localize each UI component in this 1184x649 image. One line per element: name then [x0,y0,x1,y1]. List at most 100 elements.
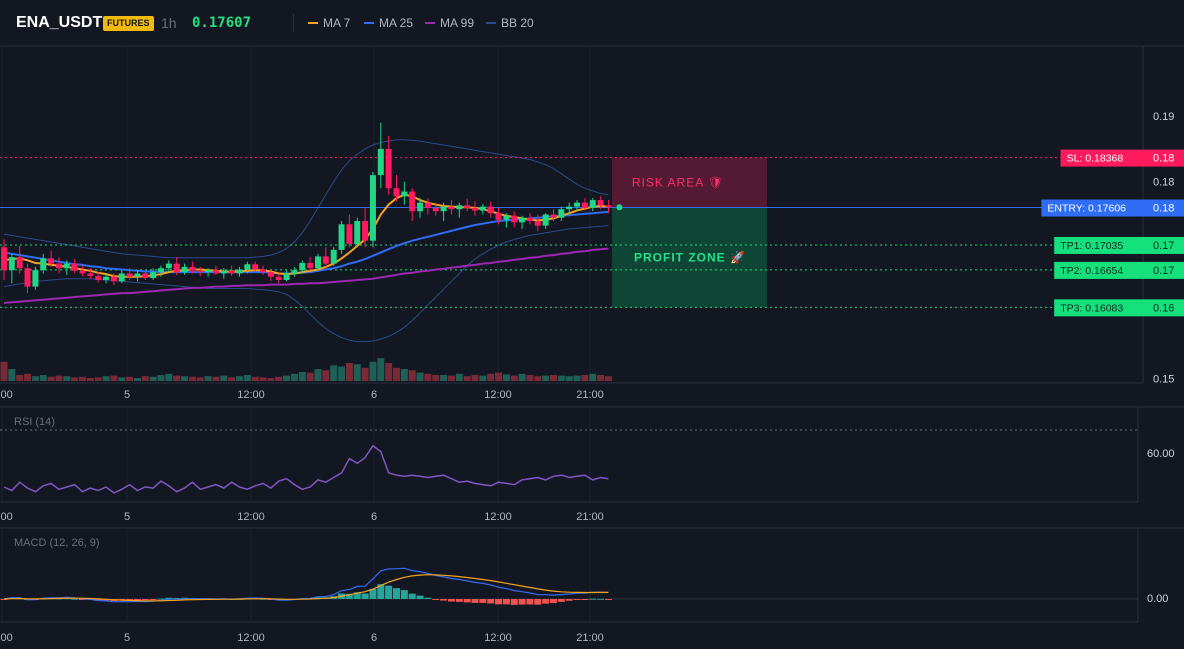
candle-body [197,270,204,273]
volume-bar [440,375,448,381]
volume-bar [589,373,597,381]
macd-time-axis: 2:00 5 12:00 6 12:00 21:00 [0,632,604,644]
stop-loss-tag-text: SL: 0.18368 [1067,153,1124,165]
volume-bar [353,364,361,381]
candle-body [472,207,478,211]
candle-body [479,206,486,211]
take-profit-2-axis-text: 0.17 [1153,265,1174,277]
macd-histogram-bar [133,599,141,600]
volume-bar [31,376,39,381]
price-axis: 0.19 0.18 0.15 [1153,111,1174,385]
time-tick-label: 6 [371,389,377,401]
macd-signal-line [3,574,609,602]
take-profit-1-axis-text: 0.17 [1153,240,1174,252]
ma7-swatch [308,22,318,24]
volume-bar [393,367,400,381]
volume-bar [385,363,393,381]
timeframe-label[interactable]: 1h [161,15,177,31]
macd-histogram-bar [604,599,612,600]
symbol-title[interactable]: ENA_USDT [16,14,103,31]
macd-histogram-bar [510,599,518,605]
volume-bar [275,376,283,381]
candle-body [110,276,117,282]
candle-body [440,206,447,212]
macd-histogram-bar [440,599,448,601]
volume-bar [16,375,24,381]
candle-body [432,207,439,212]
macd-histogram-bar [447,599,455,602]
volume-bar [487,373,495,381]
time-tick-label: 6 [371,632,377,644]
candle-body [55,263,62,269]
volume-bar [181,376,189,381]
candle-body [252,264,259,270]
macd-histogram-bar [94,599,102,601]
volume-bar [463,376,471,381]
candle-body [558,209,565,218]
stop-loss-tag [1060,149,1143,167]
time-axis: 2:00 5 12:00 6 12:00 21:00 [0,389,604,401]
volume-bar [173,375,181,381]
candle-body [424,202,431,208]
candle-body [315,256,321,269]
stop-loss-axis-text: 0.18 [1153,153,1174,165]
volume-bar [204,376,212,381]
macd-histogram-bar [479,599,487,603]
volume-bar [228,377,236,381]
legend-bb20[interactable]: BB 20 [486,16,534,30]
rsi-title: RSI (14) [14,416,55,428]
candle-body [87,273,94,277]
rsi-line [3,444,609,494]
macd-histogram-bar [408,593,416,599]
legend-ma99[interactable]: MA 99 [425,16,474,30]
candle-body [385,148,392,189]
macd-histogram-bar [141,599,149,600]
candle-body [338,224,345,250]
entry-axis-text: 0.18 [1153,203,1174,215]
volume-bar [71,377,79,381]
rsi-time-axis: 2:00 5 12:00 6 12:00 21:00 [0,511,604,523]
chart-header: ENA_USDT FUTURES 1h 0.17607 MA 7 MA 25 M… [0,0,1184,46]
candle-body [448,206,455,210]
candle-body [220,270,227,274]
risk-area-zone [612,157,767,208]
candle-body [542,214,549,226]
candlesticks[interactable] [1,122,623,294]
volume-bar [102,376,110,381]
volume-bar [361,367,369,381]
macd-histogram-bar [502,599,510,605]
risk-area-label: RISK AREA 🛡 [632,176,724,190]
macd-histogram-bar [589,598,597,600]
candle-body [487,206,494,214]
legend-ma7[interactable]: MA 7 [308,16,350,30]
volume-bar [141,376,149,381]
volume-bar [604,376,612,381]
candle-body [181,266,188,273]
candle-body [95,276,102,281]
candle-body [291,270,298,274]
candle-body [401,191,408,197]
time-tick-label: 5 [124,389,130,401]
legend-ma25[interactable]: MA 25 [364,16,413,30]
candle-body [534,221,541,226]
candle-body [574,202,581,207]
last-price-dot [616,204,623,211]
take-profit-3-axis-tag [1143,299,1184,317]
entry-axis-tag [1143,199,1184,217]
vertical-grid [1,47,591,622]
candle-body [511,215,518,223]
macd-histogram-bar [463,599,471,603]
macd-histogram-bar [573,599,581,600]
ma99-swatch [425,22,435,24]
volume-bar [79,376,86,381]
volume-bar [188,376,196,381]
take-profit-1-tag [1054,236,1143,254]
volume-bar [220,375,228,381]
volume-bar [377,358,385,381]
candle-body [32,270,39,287]
macd-histogram-bar [377,584,385,599]
volume-bar [408,370,416,381]
volume-bar [432,375,440,381]
volume-bar [424,373,432,381]
